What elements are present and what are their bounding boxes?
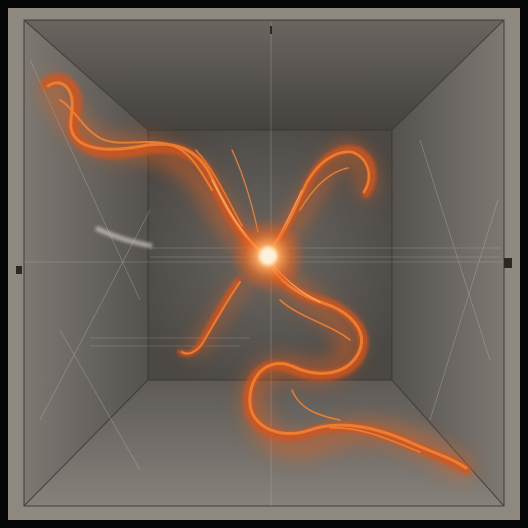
flame-plume xyxy=(40,73,471,475)
ceiling xyxy=(24,20,504,130)
smoke-wisp xyxy=(94,225,153,249)
edge-markers xyxy=(16,26,512,274)
right-wall xyxy=(392,20,504,506)
